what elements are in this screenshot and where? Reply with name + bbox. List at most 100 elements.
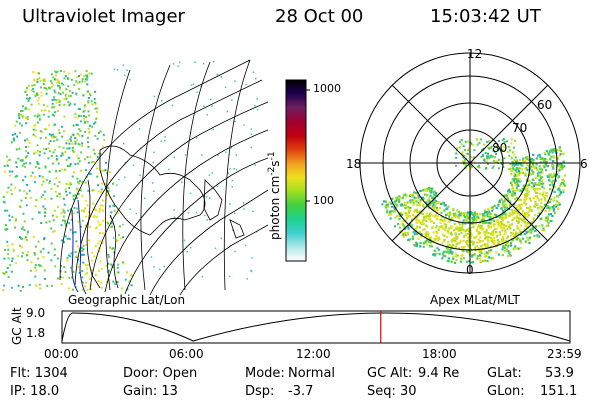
geo-emission-pixel [11,257,14,260]
polar-emission-pixel [424,201,427,204]
geo-emission-pixel [42,113,45,116]
geo-emission-pixel [36,149,39,152]
polar-emission-pixel [422,205,425,208]
polar-emission-pixel [537,174,540,177]
polar-emission-pixel [425,212,428,215]
polar-emission-pixel [487,231,490,235]
geo-emission-pixel [84,78,87,81]
polar-emission-pixel [562,191,565,194]
polar-emission-pixel [494,228,497,231]
geo-emission-pixel [35,284,38,287]
polar-emission-pixel [562,153,565,156]
geo-emission-pixel [11,133,14,136]
polar-emission-pixel [492,165,495,168]
geo-emission-pixel [10,270,13,273]
polar-emission-pixel [460,245,464,249]
polar-emission-pixel [544,163,547,166]
polar-emission-pixel [427,197,431,200]
polar-emission-pixel [491,241,494,244]
geo-emission-pixel [152,182,154,184]
geo-emission-pixel [35,151,38,154]
polar-emission-pixel [487,249,491,252]
polar-emission-pixel [472,143,474,146]
polar-emission-pixel [454,239,457,242]
polar-emission-pixel [451,244,455,247]
polar-emission-pixel [390,213,393,216]
geo-emission-pixel [42,194,45,197]
geo-emission-pixel [89,93,92,95]
geo-emission-pixel [47,157,50,160]
geo-emission-pixel [76,207,79,210]
polar-emission-pixel [411,195,414,198]
polar-emission-pixel [562,180,565,183]
polar-emission-pixel [449,245,452,248]
polar-emission-pixel [473,222,476,225]
polar-emission-pixel [554,179,557,182]
polar-emission-pixel [488,140,491,143]
geo-emission-pixel [79,189,82,192]
polar-emission-pixel [426,187,429,190]
polar-emission-pixel [473,217,476,220]
polar-emission-pixel [446,244,450,247]
geo-emission-pixel [82,253,85,256]
geo-emission-pixel [34,181,36,184]
polar-emission-pixel [543,157,547,160]
polar-emission-pixel [417,202,420,205]
polar-emission-pixel [460,226,463,229]
altplot-ytick-max: 9.0 [26,306,46,320]
geo-emission-pixel [68,187,71,189]
polar-emission-pixel [533,234,536,237]
polar-emission-pixel [396,215,399,218]
geo-emission-pixel [96,137,99,140]
polar-emission-pixel [425,224,428,227]
geo-emission-pixel [39,150,42,153]
geo-emission-pixel [66,237,69,240]
geo-emission-pixel [93,255,96,258]
polar-emission-pixel [510,234,513,237]
geo-emission-pixel [76,82,79,85]
polar-emission-pixel [528,197,531,200]
geo-emission-pixel [45,136,47,139]
polar-emission-pixel [419,242,422,245]
geo-emission-pixel [87,145,90,148]
polar-emission-pixel [538,165,541,168]
geo-emission-pixel [95,110,98,113]
polar-emission-pixel [415,221,418,224]
polar-emission-pixel [544,209,547,213]
polar-emission-pixel [526,193,529,196]
polar-emission-pixel [467,217,470,220]
polar-emission-pixel [474,222,477,225]
polar-emission-pixel [405,217,408,220]
geo-emission-pixel [250,270,253,273]
polar-emission-pixel [415,241,418,244]
polar-emission-pixel [463,234,466,237]
geo-emission-pixel [61,239,63,242]
geo-emission-pixel [48,180,51,183]
polar-emission-pixel [514,211,517,215]
polar-emission-pixel [557,195,560,198]
polar-emission-pixel [522,219,525,222]
geo-emission-pixel [74,140,77,143]
polar-emission-pixel [435,230,438,234]
geo-emission-pixel [63,98,66,101]
polar-emission-pixel [503,194,506,197]
polar-emission-pixel [494,160,497,163]
polar-emission-pixel [466,213,469,216]
polar-emission-pixel [407,206,410,209]
geo-emission-pixel [48,220,51,223]
polar-emission-pixel [515,159,519,162]
mlat-60-label: 60 [537,98,553,112]
polar-emission-pixel [506,242,509,245]
polar-emission-pixel [434,214,437,217]
polar-emission-pixel [476,255,479,258]
polar-emission-pixel [497,222,501,225]
polar-emission-pixel [527,190,530,193]
polar-emission-pixel [490,256,493,259]
polar-emission-pixel [512,146,515,149]
polar-emission-pixel [486,157,489,160]
polar-emission-pixel [518,174,521,177]
polar-emission-pixel [431,226,434,229]
polar-emission-pixel [523,172,527,175]
geo-emission-pixel [96,156,99,158]
geo-emission-pixel [70,218,73,221]
